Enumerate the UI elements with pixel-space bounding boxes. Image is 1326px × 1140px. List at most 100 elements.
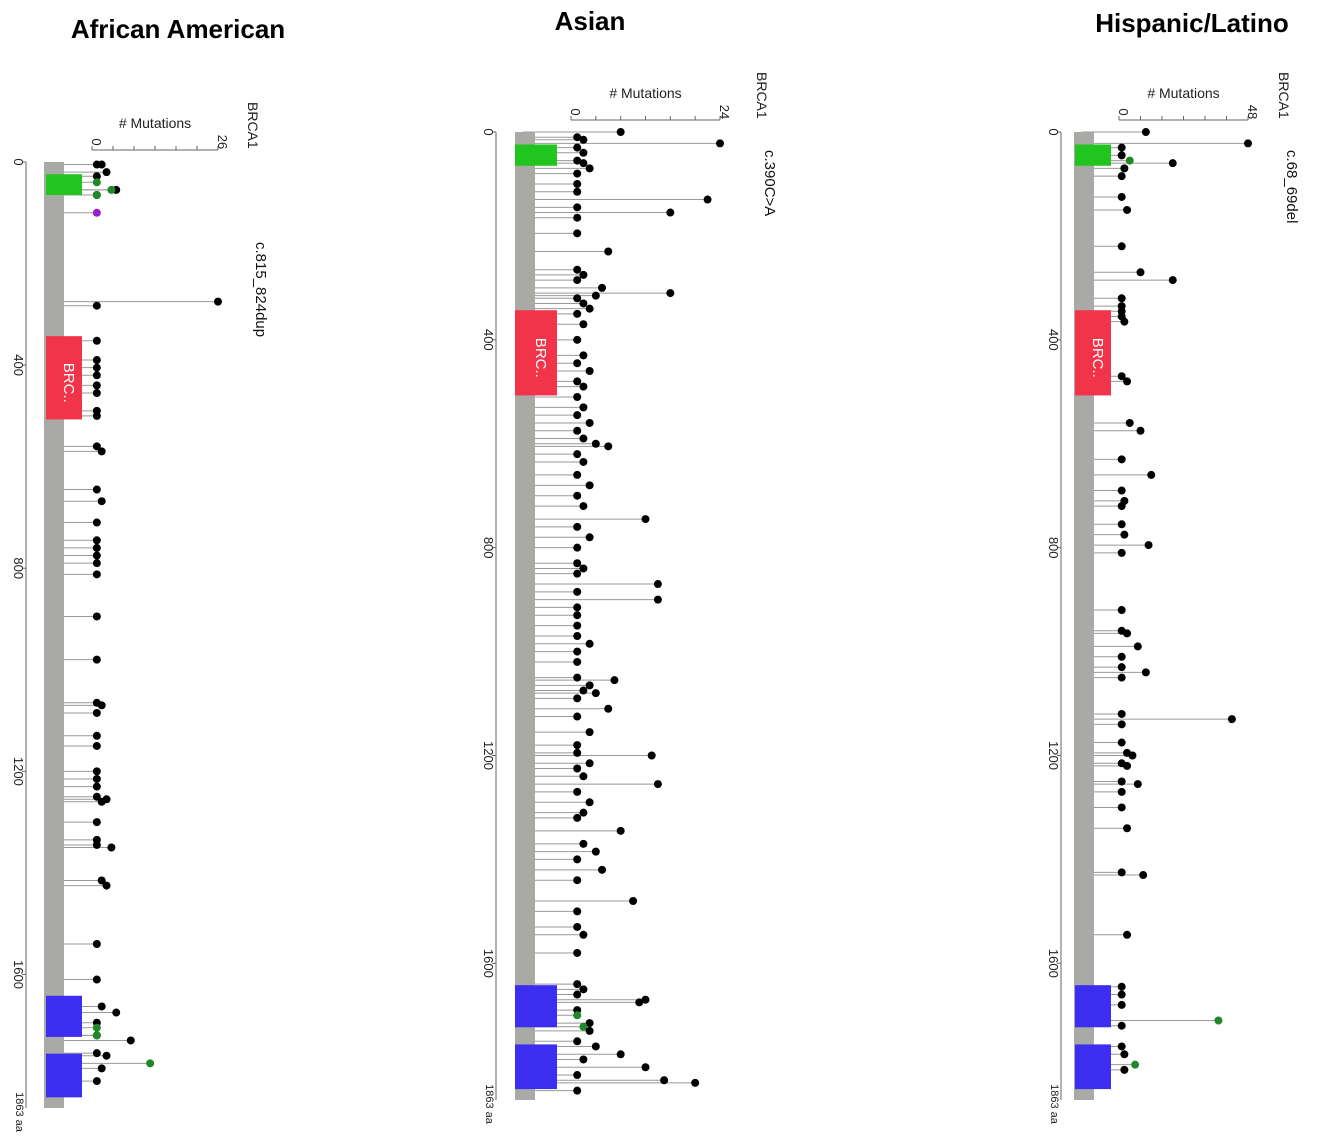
mutation-point [579,457,588,466]
mutation-point [1133,642,1142,651]
mutation-point [92,774,101,783]
mutation-point [579,148,588,157]
mutation-point [107,843,116,852]
mutation-point [92,741,101,750]
mutation-point [1120,317,1129,326]
mutation-point [97,160,106,169]
mutation-point [703,195,712,204]
mutation-point [1123,824,1132,833]
mutation-point [573,787,582,796]
mutation-point [1117,143,1126,152]
mutation-point [92,536,101,545]
mutation-point [97,497,106,506]
mutation-point [92,818,101,827]
mutation-point [92,767,101,776]
mutation-point [214,297,222,306]
mutation-point [573,426,582,435]
mutation-points [573,128,724,1095]
protein-domain [1075,310,1111,396]
panel-title: Asian [555,6,626,36]
mutation-point [92,655,101,664]
mutation-point [579,564,588,573]
count-axis-min: 0 [1116,108,1131,115]
mutation-point [1117,172,1126,181]
mutation-point [585,639,594,648]
mutation-point [1168,159,1177,168]
position-tick-label: 1600 [481,949,496,978]
position-tick-label: 1600 [11,960,26,989]
mutation-point [1117,502,1126,511]
mutation-point [573,748,582,757]
mutation-point [579,502,588,511]
hotspot-label: c.815_824dup [252,242,269,337]
mutation-point [1244,139,1252,148]
mutation-point [573,673,582,682]
mutation-point [1120,1065,1129,1074]
mutation-point [585,681,594,690]
mutation-point [92,191,101,200]
mutation-point [641,515,650,524]
mutation-stems [52,164,218,1082]
protein-length-label: 1863 aa [1048,1084,1060,1125]
mutation-point [573,335,582,344]
mutation-point [1147,470,1156,479]
position-tick-label: 1200 [481,741,496,770]
mutation-point [579,985,588,994]
mutation-point [1131,1060,1140,1069]
mutation-point [97,797,106,806]
mutation-point [1120,530,1129,539]
mutation-point [97,701,106,710]
mutation-point [1117,720,1126,729]
mutation-point [92,363,101,372]
mutation-point [92,1031,101,1040]
mutation-point [573,741,582,750]
mutation-points [1117,128,1252,1074]
mutation-point [573,187,582,196]
mutation-point [573,694,582,703]
mutation-point [1117,372,1126,381]
mutation-point [604,704,613,713]
gene-label: BRCA1 [754,72,770,119]
mutation-point [573,294,582,303]
panel-african-american: African American 0 400 800 1200 1600 1863 aa 0 2… [11,14,285,1133]
mutation-point [1123,377,1132,386]
mutation-point [585,1019,594,1028]
mutation-point [716,139,724,148]
mutation-point [585,418,594,427]
mutation-point [604,247,613,256]
mutation-point [573,543,582,552]
domain-label: BRC.. [532,338,549,378]
mutation-point [1120,1050,1129,1059]
mutation-point [92,939,101,948]
mutation-point [112,1008,121,1017]
mutation-point [573,764,582,773]
mutation-point [591,689,600,698]
mutation-point [573,569,582,578]
mutation-point [97,1064,106,1073]
position-tick-label: 400 [1046,329,1061,351]
mutation-point [92,543,101,552]
mutation-point [585,304,594,313]
mutation-point [92,485,101,494]
mutation-point [579,930,588,939]
protein-length-label: 1863 aa [13,1092,25,1133]
mutation-point [598,283,607,292]
mutation-point [660,1076,669,1085]
mutation-point [573,229,582,238]
mutation-point [1117,709,1126,718]
mutation-point [92,518,101,527]
count-axis-label: # Mutations [119,115,191,131]
mutation-point [573,1071,582,1080]
mutation-point [579,270,588,279]
mutation-point [1117,663,1126,672]
mutation-point [92,559,101,568]
mutation-point [1117,673,1126,682]
mutation-point [1117,990,1126,999]
mutation-point [691,1078,700,1087]
count-axis-max: 48 [1245,105,1260,119]
mutation-point [573,922,582,931]
mutation-point [591,1042,600,1051]
protein-domain [1075,1044,1111,1090]
mutation-point [92,570,101,579]
position-tick-label: 400 [11,354,26,376]
